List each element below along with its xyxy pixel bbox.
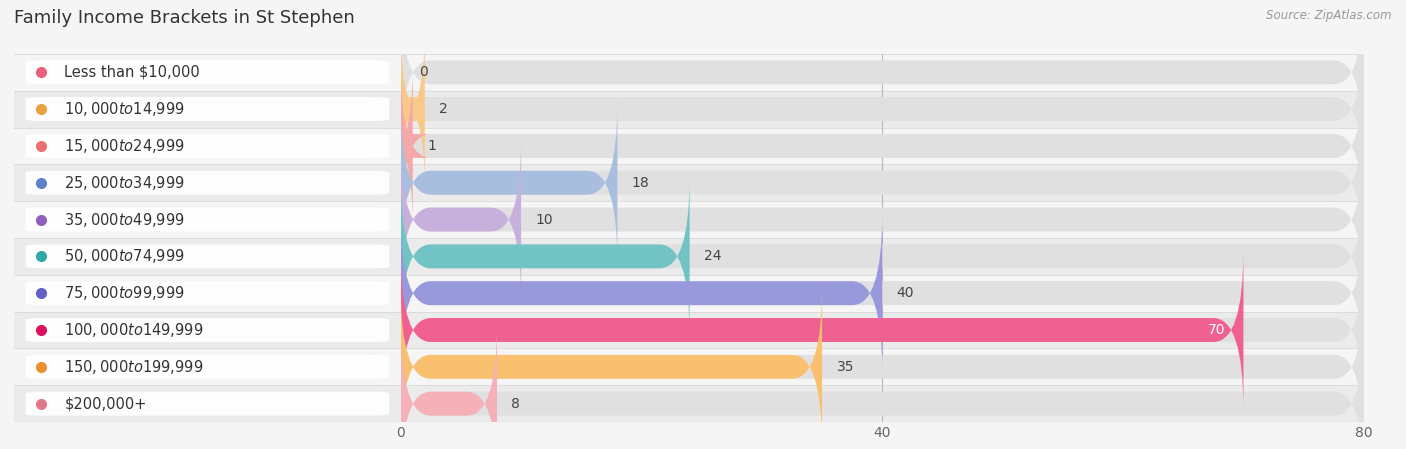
FancyBboxPatch shape (25, 392, 389, 416)
FancyBboxPatch shape (401, 0, 1364, 152)
Bar (401, 238, 1364, 275)
FancyBboxPatch shape (25, 97, 389, 121)
FancyBboxPatch shape (401, 250, 1364, 410)
Bar (401, 164, 1364, 201)
Text: Family Income Brackets in St Stephen: Family Income Brackets in St Stephen (14, 9, 354, 27)
FancyBboxPatch shape (25, 134, 389, 158)
Bar (401, 312, 1364, 348)
FancyBboxPatch shape (401, 103, 1364, 263)
FancyBboxPatch shape (401, 250, 1243, 410)
FancyBboxPatch shape (25, 318, 389, 342)
Text: $200,000+: $200,000+ (65, 396, 146, 411)
FancyBboxPatch shape (395, 29, 430, 189)
Text: $50,000 to $74,999: $50,000 to $74,999 (65, 247, 186, 265)
Bar (401, 91, 1364, 128)
Bar (401, 128, 1364, 164)
FancyBboxPatch shape (401, 176, 1364, 336)
FancyBboxPatch shape (25, 244, 389, 269)
Bar (14, 91, 401, 128)
FancyBboxPatch shape (401, 287, 823, 447)
Bar (401, 54, 1364, 91)
FancyBboxPatch shape (401, 213, 883, 373)
FancyBboxPatch shape (401, 140, 1364, 299)
Bar (14, 385, 401, 422)
FancyBboxPatch shape (25, 171, 389, 195)
Bar (401, 275, 1364, 312)
FancyBboxPatch shape (25, 207, 389, 232)
Text: $35,000 to $49,999: $35,000 to $49,999 (65, 211, 186, 229)
Bar (14, 238, 401, 275)
Text: 10: 10 (536, 212, 553, 227)
FancyBboxPatch shape (25, 355, 389, 379)
FancyBboxPatch shape (401, 324, 1364, 449)
Text: Source: ZipAtlas.com: Source: ZipAtlas.com (1267, 9, 1392, 22)
Bar (14, 275, 401, 312)
Text: Less than $10,000: Less than $10,000 (65, 65, 200, 80)
Bar (401, 348, 1364, 385)
FancyBboxPatch shape (401, 287, 1364, 447)
Text: 40: 40 (897, 286, 914, 300)
Text: $10,000 to $14,999: $10,000 to $14,999 (65, 100, 186, 118)
FancyBboxPatch shape (401, 29, 1364, 189)
FancyBboxPatch shape (382, 66, 430, 226)
FancyBboxPatch shape (401, 140, 522, 299)
FancyBboxPatch shape (25, 281, 389, 305)
Text: $150,000 to $199,999: $150,000 to $199,999 (65, 358, 204, 376)
FancyBboxPatch shape (401, 103, 617, 263)
Text: 18: 18 (631, 176, 650, 190)
Bar (14, 128, 401, 164)
Text: $15,000 to $24,999: $15,000 to $24,999 (65, 137, 186, 155)
Text: 1: 1 (427, 139, 436, 153)
Text: 8: 8 (512, 396, 520, 411)
FancyBboxPatch shape (401, 176, 690, 336)
Bar (14, 164, 401, 201)
FancyBboxPatch shape (25, 60, 389, 84)
FancyBboxPatch shape (401, 213, 1364, 373)
FancyBboxPatch shape (401, 324, 498, 449)
Text: 35: 35 (837, 360, 853, 374)
Text: 24: 24 (704, 249, 721, 264)
Text: 0: 0 (419, 65, 427, 79)
Text: $75,000 to $99,999: $75,000 to $99,999 (65, 284, 186, 302)
Text: 70: 70 (1208, 323, 1226, 337)
Bar (14, 54, 401, 91)
Text: $100,000 to $149,999: $100,000 to $149,999 (65, 321, 204, 339)
Text: $25,000 to $34,999: $25,000 to $34,999 (65, 174, 186, 192)
Text: 2: 2 (439, 102, 449, 116)
Bar (401, 385, 1364, 422)
Bar (14, 201, 401, 238)
Bar (401, 201, 1364, 238)
Bar (14, 348, 401, 385)
FancyBboxPatch shape (401, 66, 1364, 226)
Bar (14, 312, 401, 348)
